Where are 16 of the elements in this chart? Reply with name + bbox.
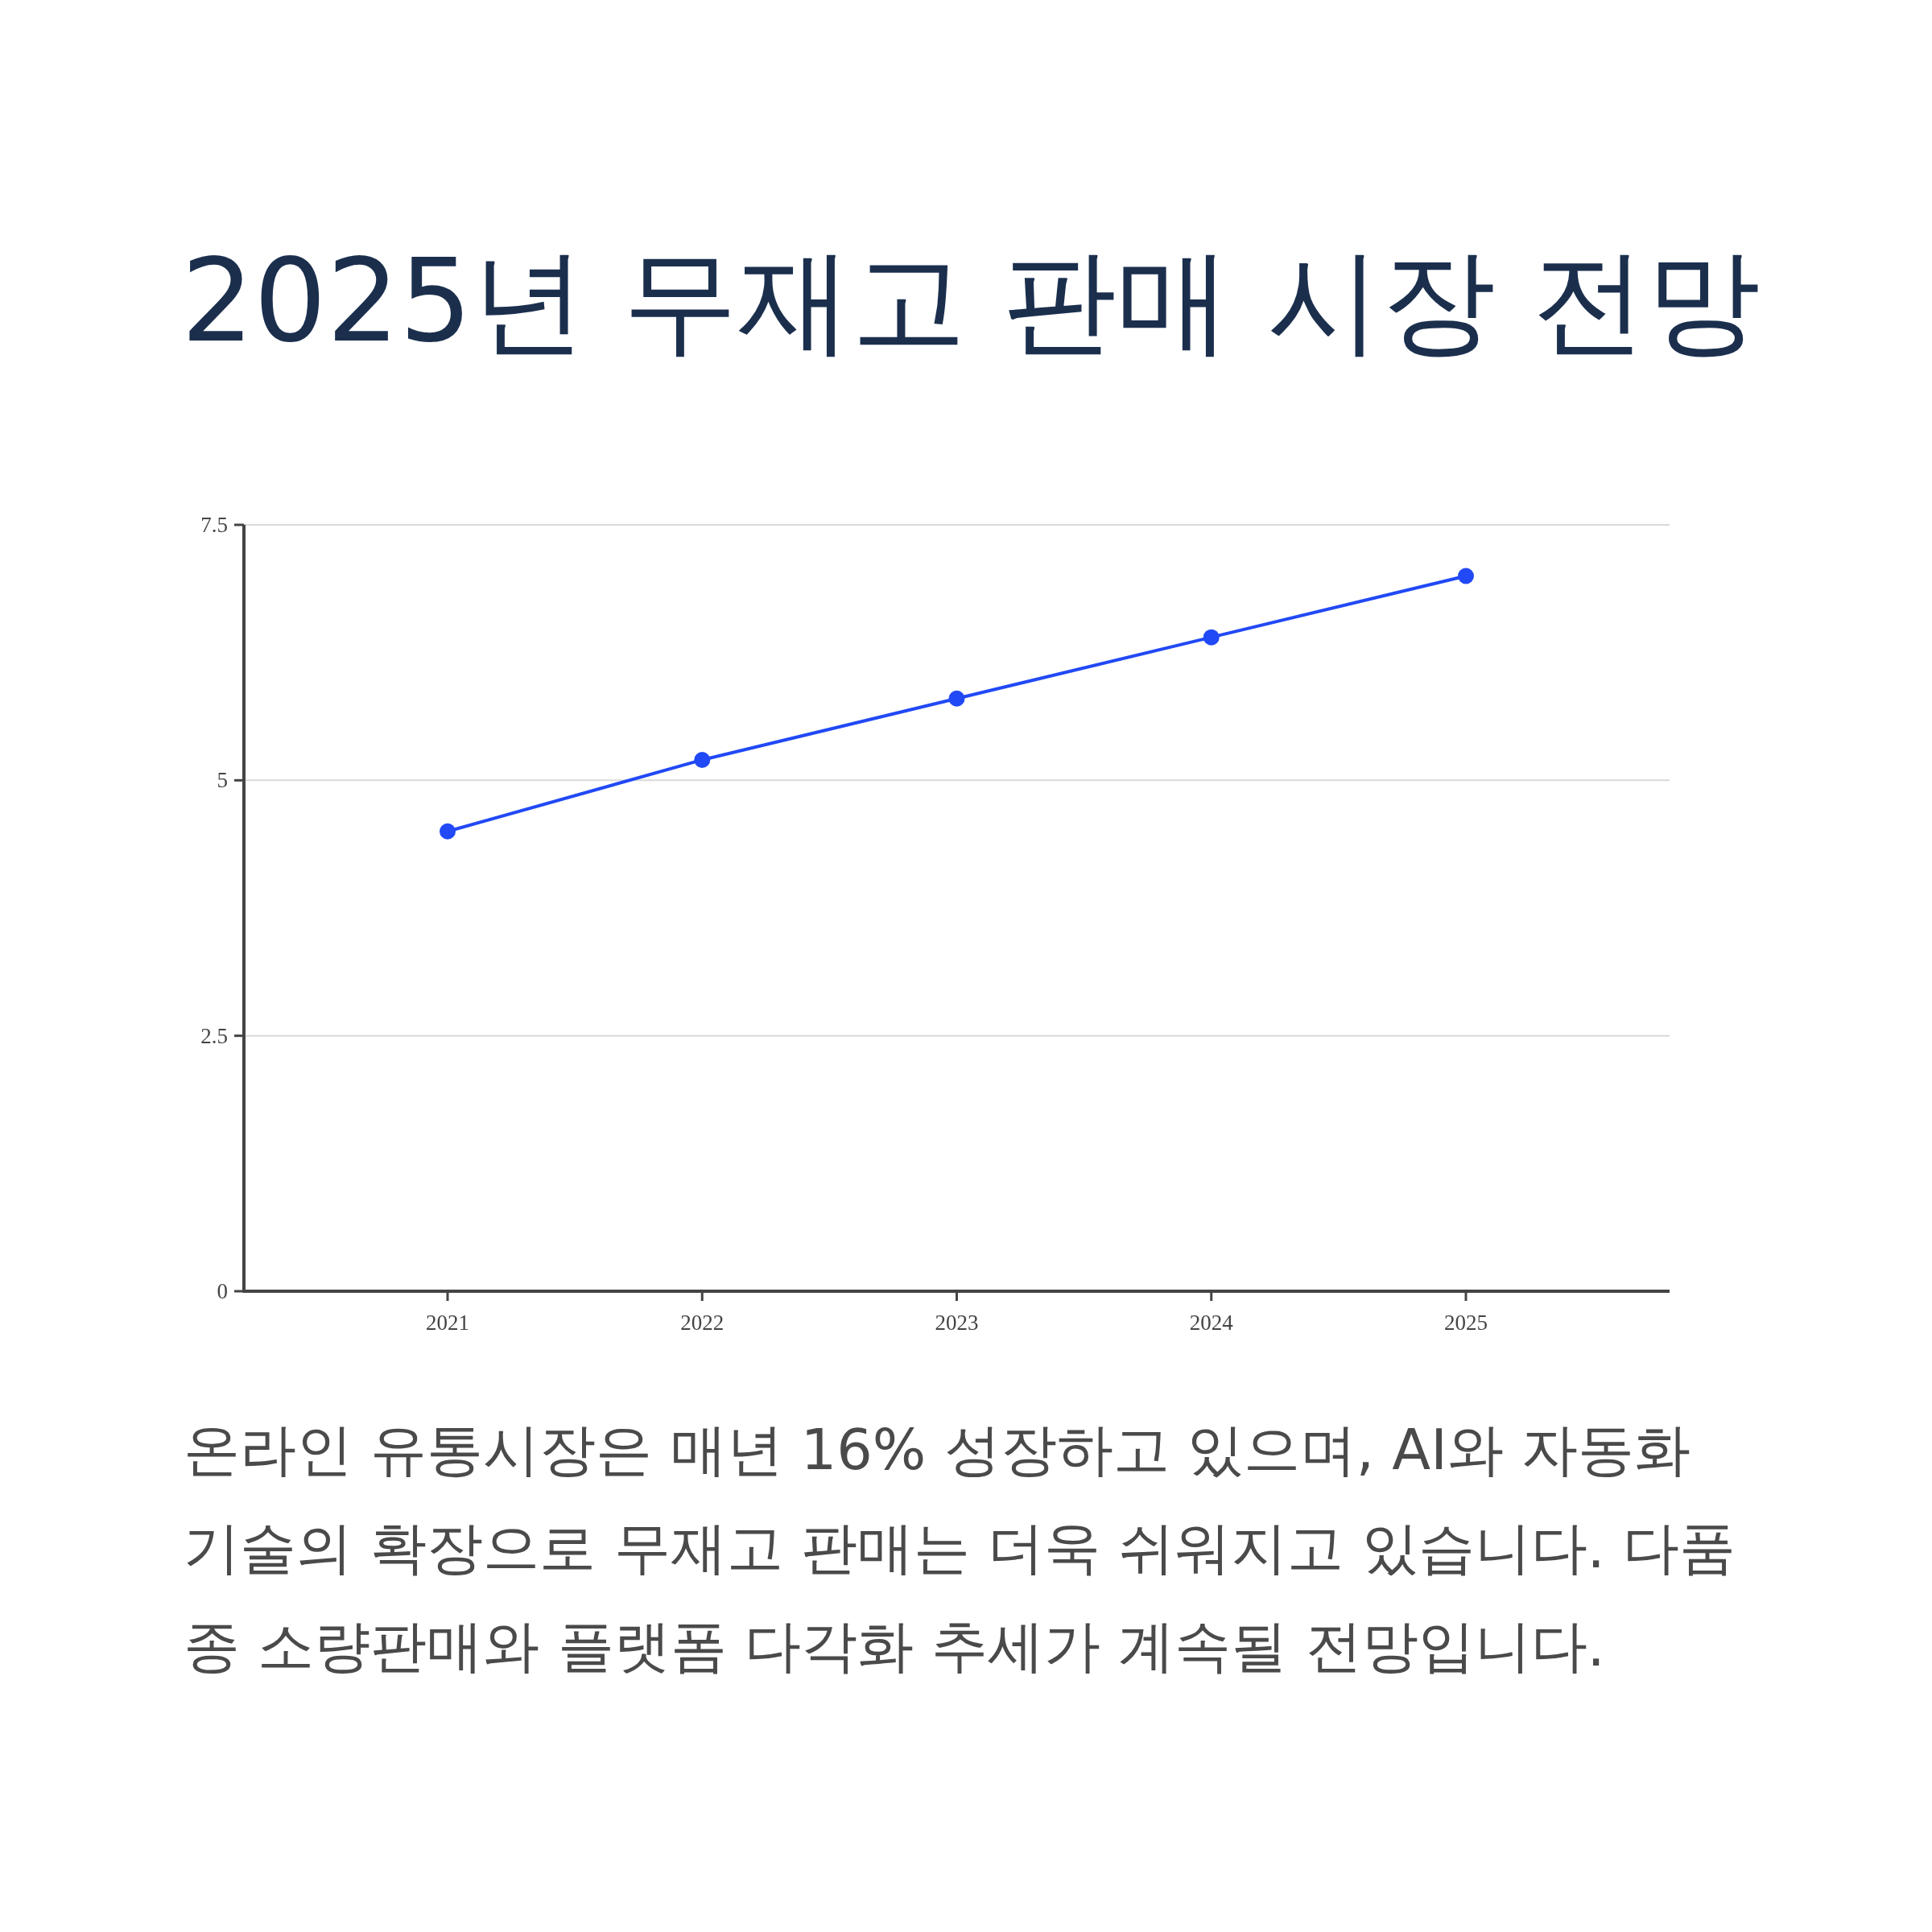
point — [948, 690, 965, 707]
y-tick-label: 0 — [217, 1279, 228, 1303]
point — [1458, 568, 1474, 584]
x-tick-label: 2021 — [426, 1311, 469, 1335]
point — [694, 751, 711, 768]
chart-title: 2025년 무재고 판매 시장 전망 — [181, 233, 1761, 369]
text: 온라인 유통시장은 매년 16% 성장하고 있으며, AI와 자동화 기술의 확장으로 무재고 판매는 더욱 쉬워지고 있습니다. 다품종 소량판매와 플랫폼 다각화 추세가 계속될 전망입니다. — [184, 1416, 1736, 1681]
y-tick-label: 5 — [217, 768, 228, 793]
x-tick-label: 2023 — [935, 1311, 979, 1335]
y-tick-label: 7.5 — [200, 513, 228, 537]
y-tick-label: 2.5 — [200, 1023, 228, 1048]
x-tick-label: 2025 — [1444, 1311, 1488, 1335]
point — [1203, 629, 1220, 646]
x-tick-label: 2022 — [680, 1311, 724, 1335]
point — [440, 823, 456, 840]
x-tick-label: 2024 — [1189, 1311, 1234, 1335]
